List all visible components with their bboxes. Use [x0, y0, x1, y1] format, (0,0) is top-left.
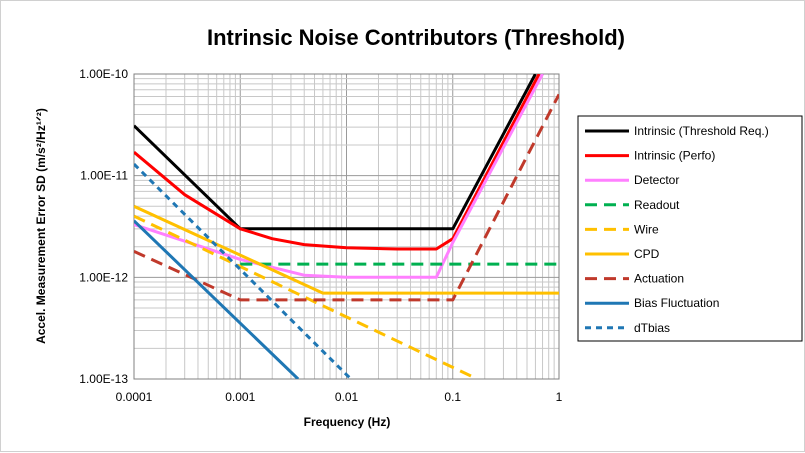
chart-title: Intrinsic Noise Contributors (Threshold): [207, 25, 625, 50]
series-line-cpd: [134, 204, 559, 295]
series-line-intrinsic-perfo: [134, 74, 541, 251]
y-axis-title: Accel. Measurement Error SD (m/s²/Hz¹ᐟ²): [34, 108, 48, 344]
x-axis-title: Frequency (Hz): [304, 415, 391, 429]
y-tick-label: 1.00E-12: [79, 270, 128, 284]
series-line-detector: [134, 74, 544, 279]
series-line-wire: [134, 214, 478, 379]
legend: Intrinsic (Threshold Req.) Intrinsic (Per…: [577, 115, 803, 342]
legend-label: dTbias: [634, 321, 670, 335]
legend-label: Detector: [634, 173, 679, 187]
series-lines: [134, 74, 559, 379]
series-line-intrinsic-threshold-req: [134, 74, 537, 231]
series-line-bias-fluctuation: [134, 219, 300, 379]
legend-label: Actuation: [634, 272, 684, 286]
x-tick-label: 0.1: [444, 390, 461, 404]
y-tick-label: 1.00E-13: [79, 372, 128, 386]
y-tick-label: 1.00E-10: [79, 67, 128, 81]
x-tick-label: 1: [556, 390, 563, 404]
y-tick-label: 1.00E-11: [80, 169, 128, 183]
tick-labels: 0.0001 0.001 0.01 0.1 1 1.00E-10 1.00E-11 1.00E…: [79, 67, 562, 404]
plot-area: [133, 73, 560, 380]
legend-label: Wire: [634, 222, 659, 236]
legend-label: Intrinsic (Perfo): [634, 149, 715, 163]
x-tick-label: 0.01: [335, 390, 359, 404]
x-tick-label: 0.001: [225, 390, 255, 404]
legend-label: Intrinsic (Threshold Req.): [634, 124, 769, 138]
x-tick-label: 0.0001: [116, 390, 153, 404]
grid: [134, 74, 559, 379]
legend-label: Bias Fluctuation: [634, 296, 719, 310]
series-line-dtbias: [134, 163, 352, 379]
legend-label: Readout: [634, 198, 680, 212]
legend-label: CPD: [634, 247, 660, 261]
series-line-actuation: [134, 93, 559, 302]
